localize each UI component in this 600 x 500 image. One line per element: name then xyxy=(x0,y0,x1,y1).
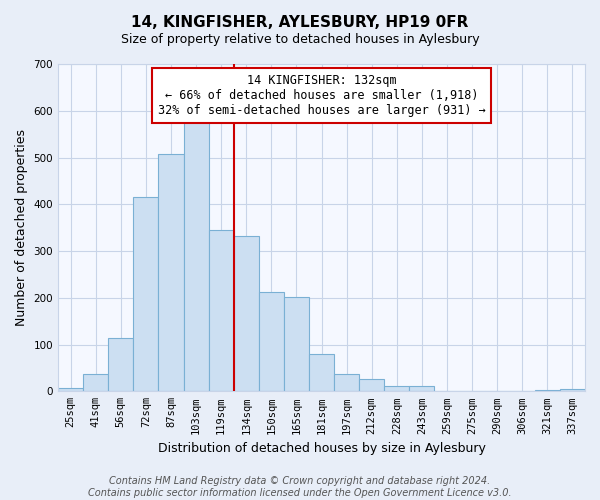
Text: Contains HM Land Registry data © Crown copyright and database right 2024.
Contai: Contains HM Land Registry data © Crown c… xyxy=(88,476,512,498)
Bar xyxy=(58,388,83,392)
Bar xyxy=(535,390,560,392)
Bar xyxy=(233,236,259,392)
Bar xyxy=(560,389,585,392)
Bar xyxy=(359,379,384,392)
Bar xyxy=(309,354,334,392)
Bar xyxy=(83,374,108,392)
X-axis label: Distribution of detached houses by size in Aylesbury: Distribution of detached houses by size … xyxy=(158,442,485,455)
Y-axis label: Number of detached properties: Number of detached properties xyxy=(15,129,28,326)
Bar xyxy=(209,230,233,392)
Bar xyxy=(133,198,158,392)
Bar xyxy=(158,154,184,392)
Text: Size of property relative to detached houses in Aylesbury: Size of property relative to detached ho… xyxy=(121,32,479,46)
Bar xyxy=(384,386,409,392)
Text: 14, KINGFISHER, AYLESBURY, HP19 0FR: 14, KINGFISHER, AYLESBURY, HP19 0FR xyxy=(131,15,469,30)
Bar xyxy=(108,338,133,392)
Bar xyxy=(334,374,359,392)
Bar xyxy=(284,297,309,392)
Text: 14 KINGFISHER: 132sqm
← 66% of detached houses are smaller (1,918)
32% of semi-d: 14 KINGFISHER: 132sqm ← 66% of detached … xyxy=(158,74,485,117)
Bar xyxy=(184,122,209,392)
Bar xyxy=(259,292,284,392)
Bar xyxy=(409,386,434,392)
